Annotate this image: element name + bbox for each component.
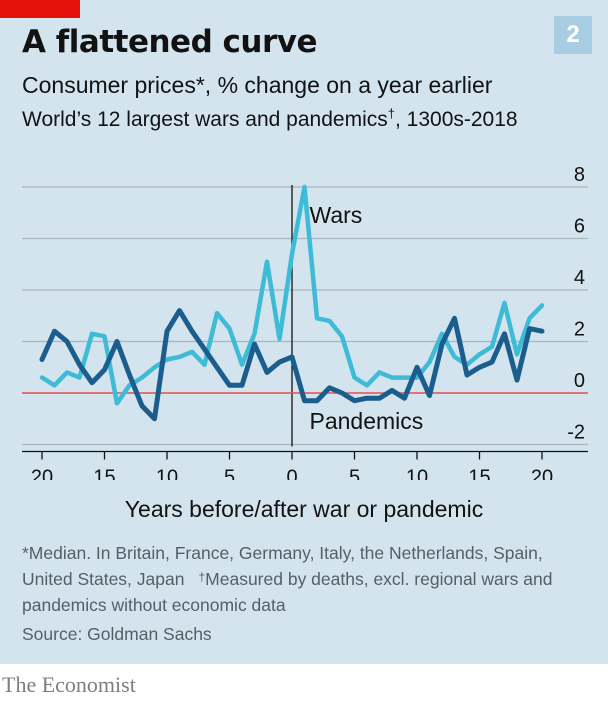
subtitle-secondary-range: , 1300s-2018 xyxy=(394,108,518,131)
x-tick-label: 15 xyxy=(93,467,115,481)
y-tick-label: 8 xyxy=(574,164,585,186)
footnote-definition: Measured by deaths, excl. regional wars … xyxy=(22,569,553,615)
chart-subtitle-secondary: World’s 12 largest wars and pandemics†, … xyxy=(22,106,518,132)
y-tick-label: 2 xyxy=(574,319,585,341)
footnote-text: *Median. In Britain, France, Germany, It… xyxy=(22,543,543,589)
source-note: Source: Goldman Sachs xyxy=(22,624,212,644)
brand-red-tag xyxy=(0,0,80,18)
wars-series-line xyxy=(39,184,545,406)
x-tick-label: 15 xyxy=(468,467,490,481)
pandemics-series-label: Pandemics xyxy=(310,408,424,434)
x-tick-label: 20 xyxy=(531,467,553,481)
wars-series-label: Wars xyxy=(310,202,363,228)
x-tick-label: 10 xyxy=(406,467,428,481)
x-tick-label: 5 xyxy=(224,467,235,481)
pandemics-series-line xyxy=(39,308,545,422)
series-lines xyxy=(39,184,545,422)
chart-title: A flattened curve xyxy=(22,24,318,60)
x-axis-label: Years before/after war or pandemic xyxy=(124,496,484,522)
economist-logo: The Economist xyxy=(2,672,136,697)
x-tick-label: 5 xyxy=(349,467,360,481)
subtitle-secondary-text: World’s 12 largest wars and pandemics xyxy=(22,108,388,131)
y-tick-label: 4 xyxy=(574,267,585,289)
y-tick-label: 6 xyxy=(574,216,585,238)
grid-lines xyxy=(22,185,588,453)
x-tick-label: 10 xyxy=(156,467,178,481)
dagger-mark: † xyxy=(387,106,395,121)
x-tick-label: 20 xyxy=(31,467,53,481)
chart-number-badge: 2 xyxy=(554,16,592,54)
footnote-dagger-mark: † xyxy=(198,570,206,584)
footnote: *Median. In Britain, France, Germany, It… xyxy=(22,540,592,618)
chart-panel xyxy=(0,0,608,664)
y-tick-label: 0 xyxy=(574,370,585,392)
chart-subtitle: Consumer prices*, % change on a year ear… xyxy=(22,72,493,98)
y-tick-label: -2 xyxy=(567,422,585,444)
x-tick-label: 0 xyxy=(286,467,297,481)
